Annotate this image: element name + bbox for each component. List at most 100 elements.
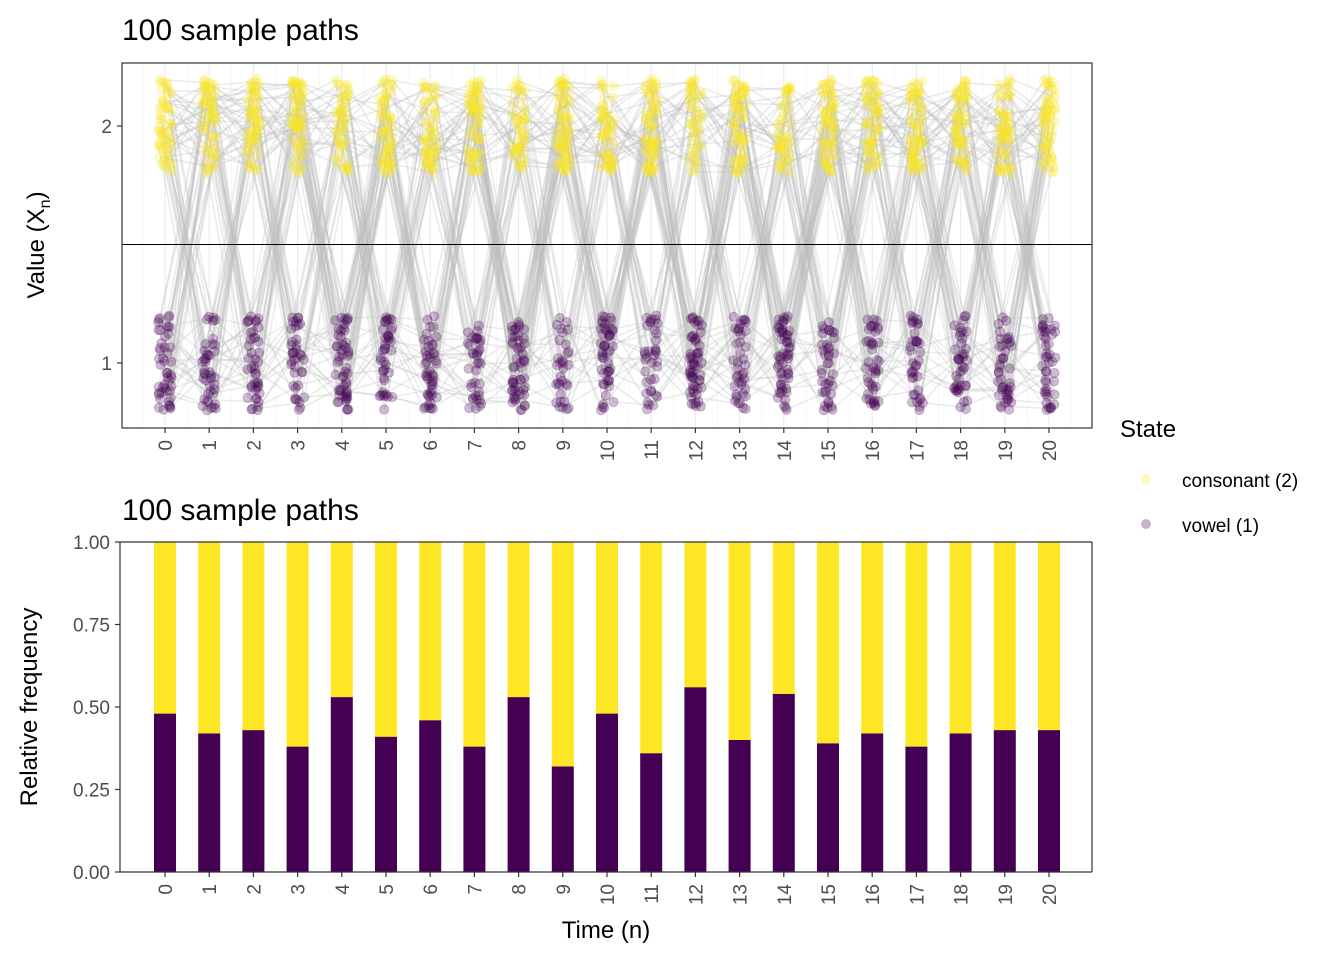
vowel-point xyxy=(823,317,835,328)
consonant-point xyxy=(247,106,259,117)
consonant-point xyxy=(685,119,696,130)
vowel-point xyxy=(387,391,398,403)
vowel-point xyxy=(873,396,884,407)
consonant-point xyxy=(776,119,787,130)
consonant-point xyxy=(248,117,259,128)
sample-path xyxy=(171,91,1056,388)
consonant-point xyxy=(873,153,884,164)
vowel-point xyxy=(515,374,526,385)
vowel-point xyxy=(866,321,877,332)
vowel-point xyxy=(253,347,265,358)
vowel-point xyxy=(651,347,662,358)
consonant-point xyxy=(552,126,563,138)
vowel-point xyxy=(342,350,354,361)
vowel-point xyxy=(783,369,794,380)
sample-path xyxy=(169,92,1044,408)
sample-path xyxy=(166,77,1049,393)
vowel-point xyxy=(242,316,253,328)
legend-item-vowel[interactable]: vowel (1) xyxy=(1141,516,1259,537)
consonant-point xyxy=(906,115,917,126)
consonant-point xyxy=(559,80,571,91)
vowel-point xyxy=(475,358,486,369)
consonant-point xyxy=(377,126,388,137)
consonant-point xyxy=(252,123,263,135)
vowel-point xyxy=(778,312,790,323)
consonant-point xyxy=(421,135,432,146)
consonant-point xyxy=(1006,136,1017,147)
consonant-point xyxy=(872,102,883,113)
consonant-point xyxy=(340,88,351,99)
consonant-point xyxy=(475,110,486,122)
consonant-point xyxy=(731,131,743,142)
consonant-point xyxy=(469,107,480,118)
vowel-point xyxy=(514,321,525,332)
consonant-point xyxy=(162,80,173,91)
vowel-point xyxy=(243,353,254,364)
x-tick-label: 6 xyxy=(421,440,442,451)
vowel-point xyxy=(474,337,485,349)
vowel-point xyxy=(736,379,747,390)
vowel-point xyxy=(818,405,829,416)
consonant-point xyxy=(608,158,619,169)
vowel-point xyxy=(467,331,478,343)
vowel-point xyxy=(1040,374,1051,386)
vowel-point xyxy=(422,314,433,325)
consonant-point xyxy=(684,89,696,100)
vowel-point xyxy=(507,397,518,408)
vowel-point xyxy=(506,385,518,396)
vowel-point xyxy=(421,328,432,339)
vowel-point xyxy=(421,357,432,368)
vowel-point xyxy=(817,328,828,339)
consonant-point xyxy=(737,136,748,147)
consonant-point xyxy=(690,165,701,176)
sample-path xyxy=(167,85,1047,404)
x-tick-label: 2 xyxy=(244,440,265,451)
consonant-point xyxy=(775,144,786,155)
consonant-point xyxy=(426,162,437,173)
consonant-point xyxy=(249,131,261,142)
x-tick-label: 8 xyxy=(510,440,531,451)
sample-path xyxy=(162,80,1051,412)
consonant-point xyxy=(153,140,164,151)
consonant-point xyxy=(338,125,349,136)
consonant-point xyxy=(696,112,707,123)
y-tick-label: 1 xyxy=(101,354,112,375)
consonant-point xyxy=(861,160,872,171)
consonant-point xyxy=(866,138,878,150)
vowel-point xyxy=(474,401,485,412)
legend-item-consonant[interactable]: consonant (2) xyxy=(1141,471,1298,492)
vowel-point xyxy=(508,377,519,388)
vowel-point xyxy=(828,327,840,338)
vowel-point xyxy=(288,380,299,391)
vowel-point xyxy=(646,386,657,397)
vowel-point xyxy=(862,372,873,384)
vowel-point xyxy=(605,363,616,374)
vowel-point xyxy=(558,363,569,374)
legend-key-consonant xyxy=(1141,474,1151,484)
vowel-point xyxy=(290,382,301,393)
consonant-point xyxy=(242,129,253,140)
vowel-point xyxy=(912,371,923,382)
consonant-point xyxy=(994,166,1005,177)
consonant-point xyxy=(252,114,263,125)
vowel-point xyxy=(730,323,741,334)
vowel-point xyxy=(249,364,260,375)
sample-path xyxy=(168,92,1047,397)
consonant-point xyxy=(380,167,391,178)
consonant-point xyxy=(332,126,343,137)
consonant-point xyxy=(737,80,749,92)
vowel-point xyxy=(382,391,393,402)
vowel-point xyxy=(287,348,298,359)
vowel-point xyxy=(339,340,350,352)
vowel-point xyxy=(873,356,884,367)
consonant-point xyxy=(914,164,926,175)
bar-vowel xyxy=(154,713,176,872)
vowel-point xyxy=(252,356,263,367)
vowel-point xyxy=(516,362,527,373)
vowel-point xyxy=(642,320,653,331)
consonant-point xyxy=(155,140,166,152)
consonant-point xyxy=(561,145,572,156)
vowel-point xyxy=(163,312,174,323)
consonant-point xyxy=(376,78,387,89)
consonant-point xyxy=(421,116,432,127)
